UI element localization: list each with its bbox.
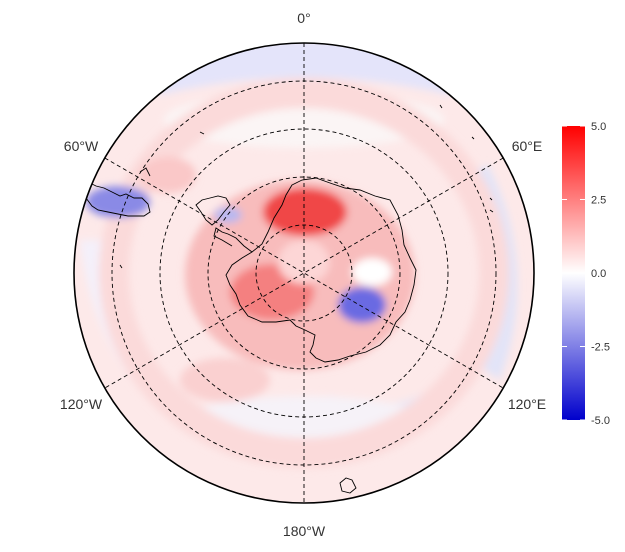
label-lower-right: 120°E <box>508 396 546 412</box>
colorbar-tick-label: 5.0 <box>591 121 606 133</box>
label-lower-left: 120°W <box>60 396 103 412</box>
label-bottom: 180°W <box>283 523 326 539</box>
graticule <box>104 43 504 503</box>
longitude-labels: 0° 60°W 60°E 120°W 120°E 180°W <box>60 10 546 539</box>
colorbar: 5.0 2.5 0.0 -2.5 -5.0 <box>562 121 610 427</box>
coastlines <box>85 104 494 494</box>
field-red-core-north <box>263 188 347 236</box>
colorbar-ticks <box>562 125 585 421</box>
label-upper-right: 60°E <box>512 138 543 154</box>
coastline-peninsula <box>213 227 253 253</box>
map-boundary <box>73 42 535 504</box>
field-white-near-blue <box>352 258 392 286</box>
colorbar-tick-label: -5.0 <box>591 415 610 427</box>
coastline-australia <box>85 181 151 217</box>
colorbar-tick-label: 0.0 <box>591 268 606 280</box>
colorbar-tick-label: 2.5 <box>591 195 606 207</box>
coastline-africa-tip <box>339 477 357 494</box>
field-red-blob-lower <box>180 358 270 402</box>
coastline-south-america <box>195 195 231 226</box>
colorbar-tick-label: -2.5 <box>591 342 610 354</box>
coastline-islands <box>119 104 494 269</box>
label-upper-left: 60°W <box>64 138 99 154</box>
field-red-blob-left <box>140 157 196 193</box>
colorbar-gradient <box>562 126 585 420</box>
field-blue-patch-australia <box>86 186 150 218</box>
field-blue-anomaly <box>338 287 386 323</box>
field-blue-patch-samerica <box>214 207 242 223</box>
label-top: 0° <box>297 10 310 26</box>
coastline-new-zealand <box>139 131 205 177</box>
coastline-antarctica <box>225 177 417 363</box>
